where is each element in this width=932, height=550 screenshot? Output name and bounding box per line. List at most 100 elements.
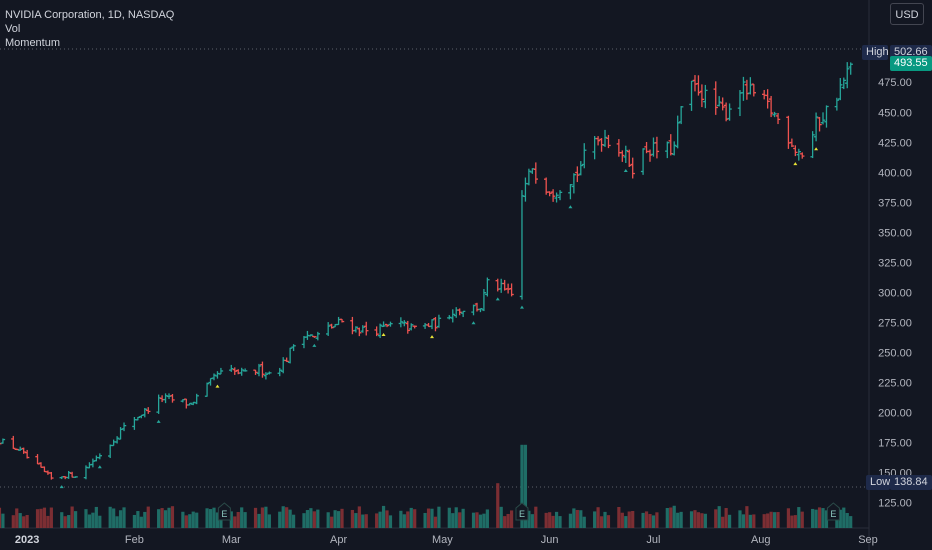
volume-bar bbox=[575, 509, 579, 528]
volume-bar bbox=[655, 512, 659, 528]
volume-bar bbox=[606, 515, 611, 528]
volume-bar bbox=[558, 516, 562, 528]
volume-indicator-label[interactable]: Vol bbox=[5, 23, 21, 35]
volume-bar bbox=[496, 483, 500, 528]
volume-bar bbox=[426, 508, 431, 528]
volume-bar bbox=[108, 506, 112, 528]
volume-bar bbox=[388, 515, 393, 528]
y-tick-label: 325.00 bbox=[878, 257, 912, 269]
momentum-indicator-label[interactable]: Momentum bbox=[5, 37, 61, 49]
volume-bar bbox=[219, 516, 223, 528]
volume-bar bbox=[326, 512, 330, 528]
volume-bar bbox=[146, 506, 150, 528]
volume-bar bbox=[181, 511, 185, 528]
volume-bar bbox=[766, 513, 770, 528]
currency-button[interactable]: USD bbox=[890, 3, 924, 25]
volume-bar bbox=[669, 507, 673, 528]
volume-bar bbox=[790, 515, 794, 528]
volume-bar bbox=[288, 509, 292, 528]
volume-bar bbox=[15, 508, 19, 528]
volume-bar bbox=[49, 507, 53, 528]
signal-marker bbox=[156, 419, 161, 423]
volume-bar bbox=[554, 511, 559, 528]
volume-bar bbox=[139, 516, 143, 528]
volume-bar bbox=[693, 510, 697, 528]
volume-bar bbox=[471, 512, 476, 528]
volume-bar bbox=[399, 510, 403, 528]
volume-bar bbox=[87, 514, 92, 528]
signal-marker bbox=[381, 332, 386, 336]
volume-bar bbox=[91, 512, 95, 528]
volume-bar bbox=[824, 510, 829, 528]
volume-bar bbox=[485, 509, 489, 528]
volume-bar bbox=[482, 513, 486, 528]
volume-bar bbox=[402, 514, 406, 528]
volume-bar bbox=[257, 513, 261, 528]
volume-bar bbox=[520, 444, 524, 528]
volume-bar bbox=[811, 508, 815, 528]
high-label: High bbox=[862, 45, 889, 60]
volume-bar bbox=[509, 510, 514, 528]
signal-marker bbox=[495, 297, 500, 301]
x-tick-label: Apr bbox=[330, 534, 347, 546]
volume-bar bbox=[752, 514, 756, 528]
signal-marker bbox=[215, 384, 220, 388]
volume-bar bbox=[122, 507, 126, 528]
volume-bar bbox=[205, 508, 209, 528]
x-tick-label: May bbox=[432, 534, 453, 546]
y-tick-label: 350.00 bbox=[878, 227, 912, 239]
signal-marker bbox=[568, 205, 573, 209]
volume-bar bbox=[309, 508, 313, 528]
volume-bar bbox=[312, 511, 316, 528]
volume-bar bbox=[354, 513, 358, 528]
volume-bar bbox=[838, 509, 842, 528]
volume-bar bbox=[143, 511, 147, 528]
volume-bar bbox=[18, 513, 22, 528]
y-tick-label: 475.00 bbox=[878, 77, 912, 89]
last-price-tag: 493.55 bbox=[890, 56, 932, 71]
signal-marker bbox=[793, 162, 798, 166]
x-tick-label: Jun bbox=[541, 534, 559, 546]
volume-bar bbox=[644, 511, 649, 528]
volume-bar bbox=[530, 514, 534, 528]
volume-bar bbox=[132, 514, 137, 528]
volume-bar bbox=[835, 514, 839, 528]
volume-bar bbox=[35, 509, 40, 528]
volume-bar bbox=[696, 512, 701, 528]
volume-bar bbox=[596, 507, 600, 528]
volume-bar bbox=[624, 516, 628, 528]
volume-bar bbox=[423, 512, 427, 528]
low-value: 138.84 bbox=[890, 475, 932, 490]
volume-bar bbox=[160, 508, 164, 528]
volume-bar bbox=[800, 511, 804, 528]
volume-bar bbox=[63, 516, 67, 528]
volume-bar bbox=[544, 512, 548, 528]
earnings-label: E bbox=[830, 509, 836, 519]
y-tick-label: 225.00 bbox=[878, 378, 912, 390]
y-tick-label: 450.00 bbox=[878, 107, 912, 119]
volume-bar bbox=[817, 507, 822, 528]
volume-bar bbox=[302, 513, 306, 528]
volume-bar bbox=[447, 507, 451, 528]
volume-bar bbox=[748, 514, 752, 528]
volume-bar bbox=[593, 511, 597, 528]
volume-bar bbox=[157, 509, 161, 528]
volume-bar bbox=[451, 513, 455, 528]
x-tick-label: 2023 bbox=[15, 534, 39, 546]
volume-bar bbox=[523, 444, 528, 528]
volume-bar bbox=[776, 512, 780, 528]
volume-bar bbox=[499, 506, 503, 528]
volume-bar bbox=[548, 512, 552, 528]
volume-bar bbox=[167, 507, 171, 528]
volume-bar bbox=[184, 515, 188, 528]
volume-bar bbox=[721, 516, 725, 528]
signal-marker bbox=[519, 305, 524, 309]
symbol-title[interactable]: NVIDIA Corporation, 1D, NASDAQ bbox=[5, 9, 175, 21]
volume-bar bbox=[631, 510, 635, 528]
volume-bar bbox=[240, 507, 244, 528]
earnings-icon bbox=[217, 502, 231, 521]
volume-bar bbox=[413, 509, 417, 528]
volume-bar bbox=[260, 507, 265, 528]
volume-bar bbox=[236, 512, 240, 528]
